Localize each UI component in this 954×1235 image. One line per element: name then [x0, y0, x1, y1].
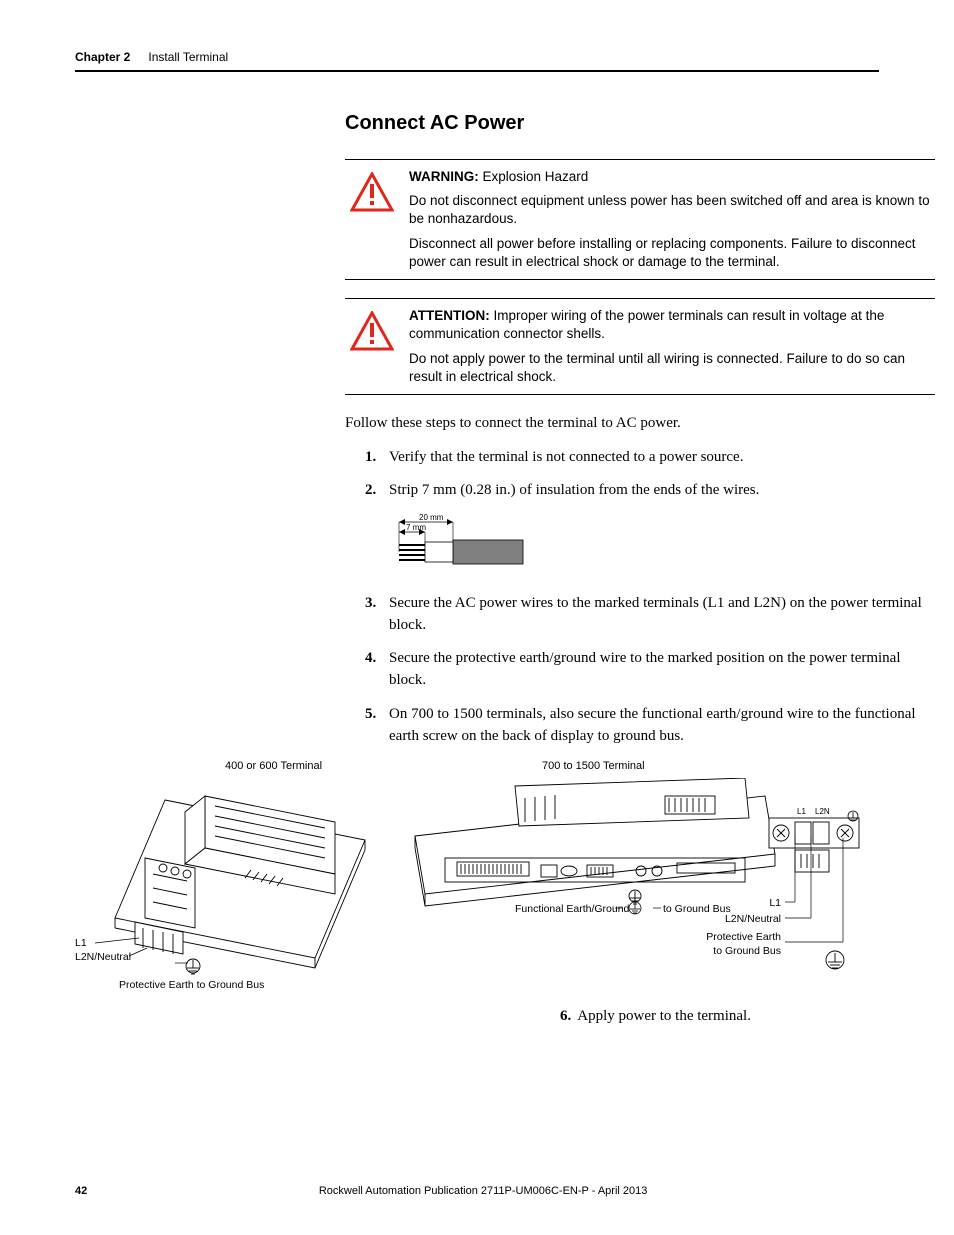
warning-p1: Do not disconnect equipment unless power…	[409, 192, 935, 228]
step-6-text: Apply power to the terminal.	[577, 1008, 751, 1024]
left-l1: L1	[75, 937, 87, 949]
right-l2n: L2N/Neutral	[725, 913, 781, 925]
right-fe: Functional Earth/Ground	[515, 903, 630, 915]
terminal-700-1500-drawing: L1 L2N L1 L2N/Neutral	[405, 778, 865, 996]
step-2: Strip 7 mm (0.28 in.) of insulation from…	[365, 480, 935, 579]
left-pe: Protective Earth to Ground Bus	[119, 979, 264, 991]
step-2-text: Strip 7 mm (0.28 in.) of insulation from…	[389, 482, 759, 498]
page-footer: 42 Rockwell Automation Publication 2711P…	[75, 1185, 879, 1197]
chapter-label: Chapter 2	[75, 50, 130, 64]
chapter-title: Install Terminal	[148, 50, 228, 64]
attention-text: ATTENTION: Improper wiring of the power …	[399, 307, 935, 386]
attention-icon	[345, 307, 399, 386]
right-tgb2: to Ground Bus	[713, 945, 781, 957]
warning-p2: Disconnect all power before installing o…	[409, 235, 935, 271]
terminal-400-600-title: 400 or 600 Terminal	[225, 760, 322, 772]
warning-icon	[345, 168, 399, 271]
right-tgb: to Ground Bus	[663, 903, 731, 915]
step-6-number: 6.	[560, 1008, 571, 1024]
attention-callout: ATTENTION: Improper wiring of the power …	[345, 298, 935, 395]
warning-callout: WARNING: Explosion Hazard Do not disconn…	[345, 159, 935, 280]
step-4: Secure the protective earth/ground wire …	[365, 648, 935, 692]
dim-7mm: 7 mm	[406, 523, 426, 532]
attention-label: ATTENTION:	[409, 308, 490, 323]
warning-label: WARNING:	[409, 169, 479, 184]
step-1: Verify that the terminal is not connecte…	[365, 447, 935, 469]
page-header: Chapter 2 Install Terminal	[75, 50, 879, 72]
attention-p2: Do not apply power to the terminal until…	[409, 350, 935, 386]
left-l2n: L2N/Neutral	[75, 951, 131, 963]
section-title: Connect AC Power	[345, 112, 879, 135]
right-l1: L1	[769, 897, 781, 909]
steps-list: Verify that the terminal is not connecte…	[365, 447, 935, 748]
intro-text: Follow these steps to connect the termin…	[345, 413, 935, 435]
warning-text: WARNING: Explosion Hazard Do not disconn…	[399, 168, 935, 271]
step-3: Secure the AC power wires to the marked …	[365, 593, 935, 637]
terminal-400-600-drawing: L1 L2N/Neutral Protective Earth to Groun…	[75, 778, 385, 996]
step-6-container: 6. Apply power to the terminal.	[560, 1008, 751, 1025]
dim-20mm: 20 mm	[419, 514, 444, 522]
right-pe: Protective Earth	[706, 931, 781, 943]
terminal-700-1500-title: 700 to 1500 Terminal	[542, 760, 645, 772]
block-l1: L1	[797, 807, 806, 816]
warning-title: Explosion Hazard	[479, 169, 589, 184]
step-5: On 700 to 1500 terminals, also secure th…	[365, 704, 935, 748]
wire-strip-figure: 20 mm 7 mm	[395, 514, 935, 579]
page-number: 42	[75, 1185, 87, 1197]
publication-id: Rockwell Automation Publication 2711P-UM…	[87, 1185, 879, 1197]
block-l2n: L2N	[815, 807, 830, 816]
terminal-diagrams: 400 or 600 Terminal 700 to 1500 Terminal	[75, 760, 865, 996]
